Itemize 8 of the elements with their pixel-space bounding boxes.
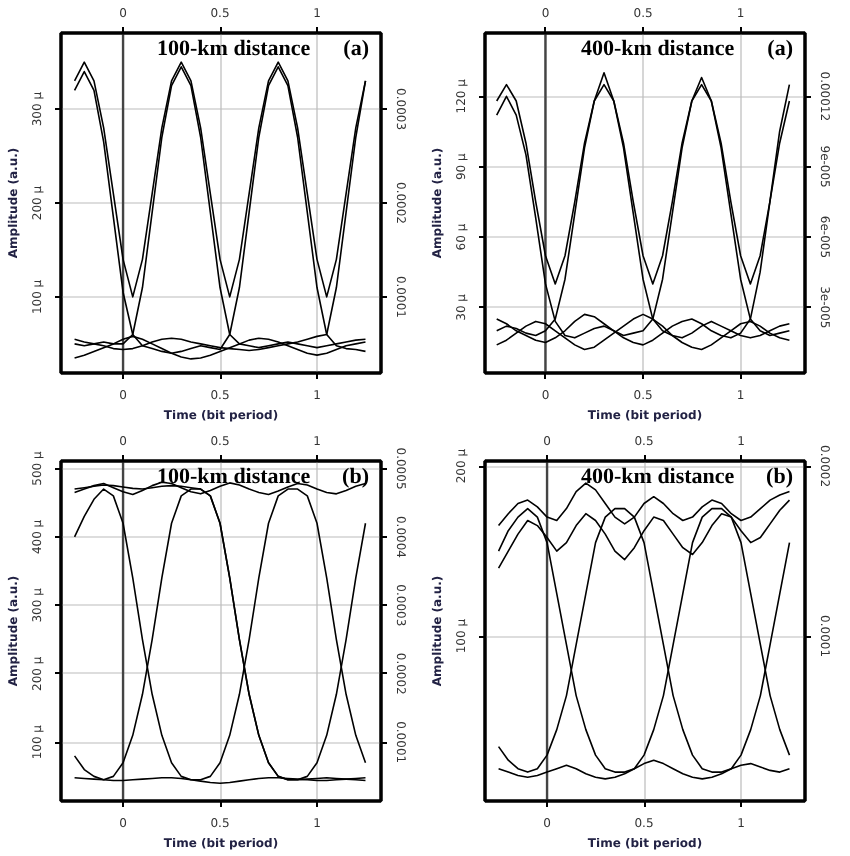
annotation: (b) [766,465,794,489]
annotation: (a) [767,37,794,61]
chart-title: 400-km distance [581,465,735,489]
chart-title: 100-km distance [157,37,311,61]
annotation: (a) [343,37,370,61]
chart-title: 100-km distance [157,465,311,489]
chart-title: 400-km distance [581,37,735,61]
annotation: (b) [342,465,370,489]
